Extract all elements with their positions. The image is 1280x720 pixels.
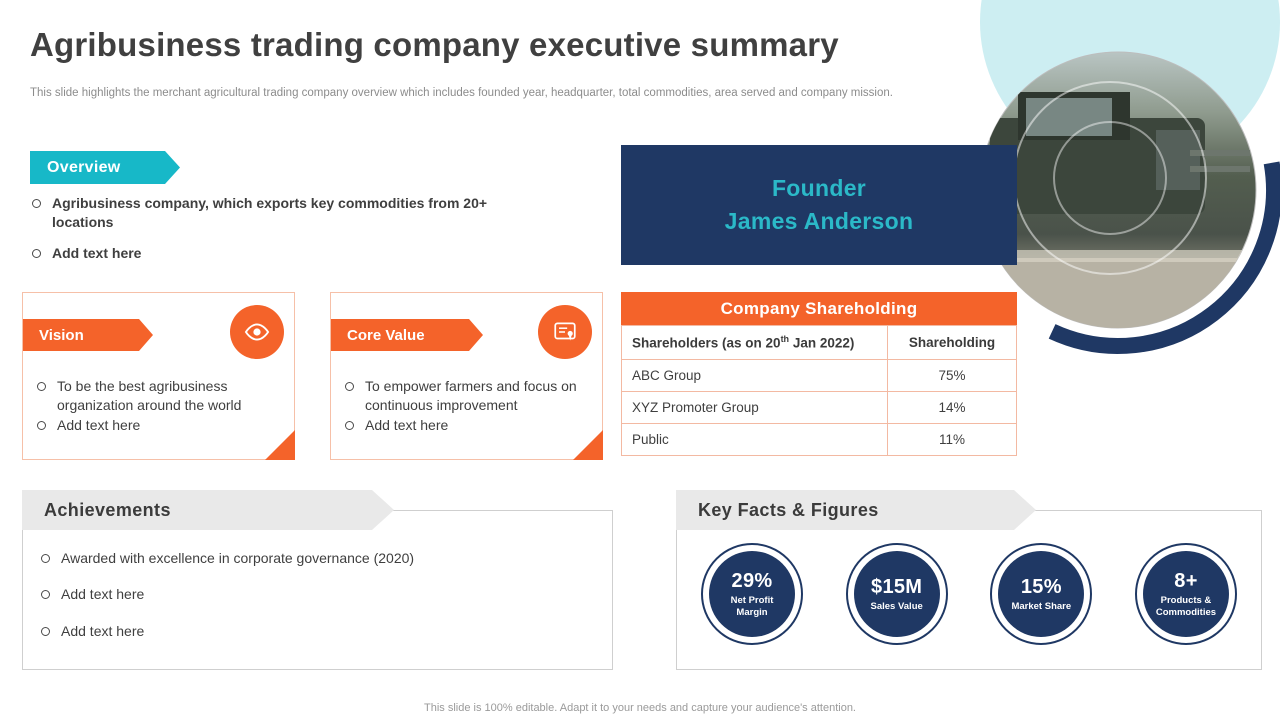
shareholding-table: Company Shareholding Shareholders (as on…: [621, 292, 1017, 456]
stat-caption: Sales Value: [870, 600, 923, 612]
accent-arc: [1048, 161, 1280, 354]
table-row: Public 11%: [621, 422, 1017, 456]
key-facts-banner: Key Facts & Figures: [676, 490, 1036, 530]
stat-value: $15M: [871, 575, 923, 598]
bullet-marker: [41, 626, 50, 636]
bullet-text: To empower farmers and focus on continuo…: [365, 378, 577, 414]
bullet-item: Add text here: [41, 585, 598, 604]
bullet-text: Add text here: [61, 586, 145, 603]
page-title: Agribusiness trading company executive s…: [30, 26, 839, 63]
shareholder-name: XYZ Promoter Group: [621, 390, 888, 424]
photo-ring-inner: [1053, 121, 1167, 235]
shareholder-value: 75%: [887, 358, 1017, 392]
col-shareholding: Shareholding: [887, 325, 1017, 360]
stat-circle: 8+ Products & Commodities: [1134, 543, 1237, 645]
stat-circle-inner: 8+ Products & Commodities: [1142, 551, 1229, 637]
overview-banner: Overview: [30, 151, 180, 184]
bullet-text: Agribusiness company, which exports key …: [52, 195, 488, 231]
shareholder-value: 11%: [887, 422, 1017, 456]
stat-circle-inner: 15% Market Share: [998, 551, 1085, 637]
bullet-item: Add text here: [41, 622, 598, 641]
bullet-marker: [32, 199, 41, 208]
shareholding-grid: Shareholders (as on 20th Jan 2022) Share…: [621, 325, 1017, 456]
bullet-text: Add text here: [365, 416, 449, 433]
achievements-banner: Achievements: [22, 490, 394, 530]
bullet-item: To be the best agribusiness organization…: [37, 377, 284, 416]
bullet-text: Add text here: [52, 244, 142, 261]
stat-circle-inner: $15M Sales Value: [853, 551, 940, 637]
bullet-marker: [345, 382, 354, 391]
vision-banner-label: Vision: [39, 326, 84, 344]
founder-name: James Anderson: [724, 208, 914, 234]
shareholder-name: Public: [621, 422, 888, 456]
bullet-text: Add text here: [61, 622, 145, 639]
corner-triangle: [573, 430, 603, 460]
vision-banner: Vision: [23, 319, 153, 351]
stat-circle-inner: 29% Net Profit Margin: [709, 551, 795, 637]
corner-triangle: [265, 430, 295, 460]
bullet-marker: [37, 420, 46, 430]
bullet-marker: [32, 248, 41, 258]
key-facts-box: 29% Net Profit Margin $15M Sales Value 1…: [676, 510, 1262, 670]
overview-bullet-list: Agribusiness company, which exports key …: [32, 194, 532, 274]
vision-icon: [230, 305, 284, 359]
shareholder-name: ABC Group: [621, 358, 888, 392]
stat-value: 29%: [731, 570, 773, 593]
stat-circle: 29% Net Profit Margin: [701, 543, 803, 645]
stat-circle: $15M Sales Value: [845, 543, 948, 645]
founder-title: Founder: [771, 174, 867, 201]
bullet-text: Add text here: [57, 416, 141, 433]
bullet-item: Add text here: [345, 416, 592, 435]
stat-caption: Products & Commodities: [1155, 595, 1217, 618]
bullet-item: Awarded with excellence in corporate gov…: [41, 549, 598, 568]
vision-bullet-list: To be the best agribusiness organization…: [37, 377, 284, 435]
header-photo-decoration: [979, 0, 1280, 354]
footer-note: This slide is 100% editable. Adapt it to…: [424, 702, 856, 714]
stat-caption: Net Profit Margin: [730, 595, 774, 618]
bullet-item: Agribusiness company, which exports key …: [32, 194, 532, 233]
col-shareholders-text: Shareholders (as on 20: [632, 335, 781, 351]
vision-box: Vision To be the best agribusiness organ…: [22, 292, 295, 460]
stat-value: 15%: [1020, 575, 1062, 598]
core-value-banner-label: Core Value: [347, 326, 425, 344]
achievements-box: Awarded with excellence in corporate gov…: [22, 510, 613, 670]
core-value-box: Core Value To empower farmers and focus …: [330, 292, 603, 460]
overview-banner-label: Overview: [47, 158, 121, 176]
table-header-row: Shareholders (as on 20th Jan 2022) Share…: [621, 325, 1017, 360]
bullet-marker: [41, 554, 50, 563]
bullet-marker: [345, 420, 354, 430]
stat-caption: Market Share: [1011, 600, 1072, 612]
bullet-marker: [37, 382, 46, 391]
col-shareholders: Shareholders (as on 20th Jan 2022): [621, 325, 888, 360]
table-row: XYZ Promoter Group 14%: [621, 390, 1017, 424]
bullet-marker: [41, 590, 50, 600]
bullet-item: Add text here: [37, 416, 284, 435]
table-row: ABC Group 75%: [621, 358, 1017, 392]
bullet-item: Add text here: [32, 244, 532, 263]
slide-subtitle: This slide highlights the merchant agric…: [30, 87, 893, 99]
bullet-text: To be the best agribusiness organization…: [57, 378, 242, 414]
col-shareholders-sup: th: [780, 334, 790, 344]
achievements-banner-label: Achievements: [44, 499, 171, 520]
core-value-banner: Core Value: [331, 319, 483, 351]
core-value-bullet-list: To empower farmers and focus on continuo…: [345, 377, 592, 435]
key-facts-banner-label: Key Facts & Figures: [698, 499, 879, 520]
shareholder-value: 14%: [887, 390, 1017, 424]
stat-circle: 15% Market Share: [990, 543, 1093, 645]
shareholding-title: Company Shareholding: [621, 292, 1017, 325]
bullet-text: Awarded with excellence in corporate gov…: [61, 550, 415, 566]
bullet-item: To empower farmers and focus on continuo…: [345, 377, 592, 416]
core-value-icon: [538, 305, 592, 359]
col-shareholders-text2: Jan 2022): [789, 335, 855, 351]
founder-box: Founder James Anderson: [621, 145, 1017, 265]
achievements-bullet-list: Awarded with excellence in corporate gov…: [41, 549, 598, 658]
stat-circle-row: 29% Net Profit Margin $15M Sales Value 1…: [677, 543, 1261, 645]
stat-value: 8+: [1174, 570, 1198, 593]
